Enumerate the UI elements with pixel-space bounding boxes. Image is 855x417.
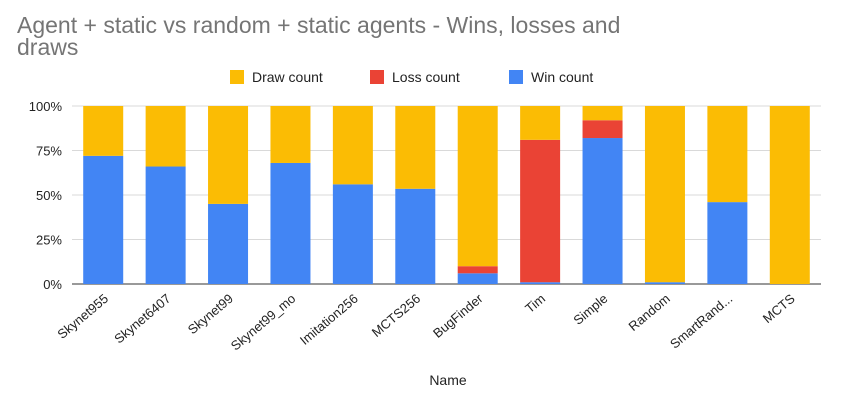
x-tick-label: Imitation256 [297, 291, 361, 348]
y-tick-label: 50% [36, 188, 62, 203]
bar-segment-win-count [707, 202, 748, 284]
bar-segment-draw-count [208, 106, 249, 204]
bar-segment-draw-count [457, 106, 498, 267]
bar-segment-win-count [395, 188, 436, 284]
bar-segment-draw-count [83, 106, 124, 156]
bar-segment-draw-count [270, 106, 311, 163]
bar-segment-draw-count [520, 106, 561, 140]
x-tick-label: Skynet6407 [111, 291, 173, 347]
x-tick-label: Random [626, 291, 673, 334]
bar-segment-loss-count [582, 120, 623, 139]
y-tick-label: 0% [43, 277, 62, 292]
bar-segment-draw-count [707, 106, 748, 203]
x-tick-label: Skynet99 [185, 291, 236, 337]
bar-segment-win-count [270, 162, 311, 284]
legend-swatch [230, 70, 244, 84]
legend-label: Draw count [252, 69, 323, 85]
bar-segment-win-count [83, 155, 124, 284]
bar-segment-win-count [520, 282, 561, 284]
bar-segment-draw-count [769, 106, 810, 284]
x-tick-label: MCTS [760, 291, 798, 326]
legend-label: Loss count [392, 69, 460, 85]
bar-segment-draw-count [332, 106, 373, 185]
bar-segment-loss-count [457, 266, 498, 274]
x-tick-label: Skynet955 [54, 291, 111, 342]
y-axis-ticks: 0% 25% 50% 75% 100% [29, 99, 63, 292]
gridlines [72, 105, 821, 285]
x-tick-label: MCTS256 [369, 291, 423, 340]
legend-swatch [509, 70, 523, 84]
bars [83, 106, 810, 284]
bar-segment-win-count [145, 166, 186, 284]
bar-segment-loss-count [520, 139, 561, 283]
y-tick-label: 75% [36, 144, 62, 159]
x-tick-label: Tim [522, 291, 548, 316]
bar-segment-win-count [582, 138, 623, 284]
bar-segment-win-count [644, 282, 685, 284]
x-tick-label: BugFinder [430, 290, 486, 340]
chart-title: Agent + static vs random + static agents… [17, 12, 620, 60]
x-axis-label: Name [429, 372, 467, 388]
chart-title-text: Agent + static vs random + static agents… [17, 12, 620, 60]
bar-segment-win-count [457, 273, 498, 284]
bar-segment-win-count [332, 184, 373, 284]
legend: Draw count Loss count Win count [230, 69, 593, 85]
x-tick-label: Simple [570, 291, 610, 328]
y-tick-label: 100% [29, 99, 63, 114]
bar-segment-draw-count [644, 106, 685, 283]
legend-label: Win count [531, 69, 593, 85]
bar-segment-draw-count [395, 106, 436, 189]
x-axis-ticks: Skynet955 Skynet6407 Skynet99Skynet99_moIm… [54, 290, 798, 353]
y-tick-label: 25% [36, 233, 62, 248]
legend-swatch [370, 70, 384, 84]
bar-segment-draw-count [145, 106, 186, 167]
x-tick-label: SmartRand... [667, 291, 735, 352]
bar-segment-win-count [208, 203, 249, 284]
x-tick-label: Skynet99_mo [228, 291, 299, 354]
bar-segment-draw-count [582, 106, 623, 121]
